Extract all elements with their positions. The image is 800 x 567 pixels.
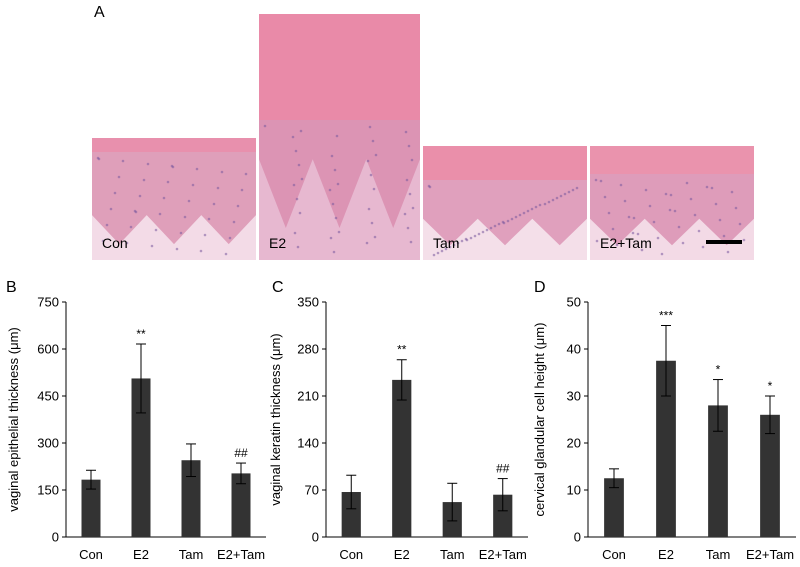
y-tick-label: 350 [297,295,319,310]
histology-image-4: E2+Tam [590,146,754,260]
x-tick-label: Tam [179,547,204,562]
bar-Con [341,492,361,537]
significance-label: *** [659,309,673,323]
bar-E2+Tam [231,473,251,537]
x-tick-label: E2 [133,547,149,562]
histology-label: Con [102,235,128,251]
histology-label: Tam [433,235,459,251]
panel-a-letter: A [94,4,105,21]
x-tick-label: E2+Tam [479,547,527,562]
y-tick-label: 30 [567,389,581,404]
histology-label: E2+Tam [600,235,652,251]
bar-E2 [656,360,676,537]
y-tick-label: 40 [567,342,581,357]
y-tick-label: 600 [37,342,59,357]
x-tick-label: E2+Tam [217,547,265,562]
significance-label: ** [397,343,407,357]
y-tick-label: 450 [37,389,59,404]
histology-image-2: E2 [259,14,420,260]
bar-Tam [708,405,728,537]
y-axis-label: vaginal keratin thickness (μm) [270,333,283,505]
x-tick-label: Con [79,547,103,562]
y-tick-label: 280 [297,342,319,357]
bar-E2+Tam [760,414,780,537]
histology-label: E2 [269,235,286,251]
x-tick-label: E2 [658,547,674,562]
bar-E2 [131,378,151,537]
panel-letter: D [534,279,546,296]
y-tick-label: 150 [37,483,59,498]
scale-bar [706,240,742,244]
y-tick-label: 0 [52,530,59,545]
x-tick-label: Tam [706,547,731,562]
x-tick-label: Tam [440,547,465,562]
y-tick-label: 20 [567,436,581,451]
bar-E2 [392,379,412,537]
y-tick-label: 140 [297,436,319,451]
bar-Tam [181,460,201,537]
histology-image-1: Con [92,138,256,260]
x-tick-label: Con [602,547,626,562]
significance-label: * [768,379,773,393]
bar-E2+Tam [493,494,513,537]
histology-panel: Con E2 Tam E2+Tam [92,14,754,260]
significance-label: ## [496,462,510,476]
x-tick-label: E2 [394,547,410,562]
y-tick-label: 0 [574,530,581,545]
panel-letter: B [6,279,17,296]
y-tick-label: 50 [567,295,581,310]
chart-b: B 0 150 300 450 600 750 vaginal epithelial thic… [6,279,266,562]
y-tick-label: 0 [312,530,319,545]
significance-label: ## [234,446,248,460]
y-tick-label: 300 [37,436,59,451]
histology-image-3: Tam [423,146,587,260]
y-tick-label: 10 [567,483,581,498]
x-tick-label: E2+Tam [746,547,794,562]
y-tick-label: 70 [305,483,319,498]
panel-letter: C [272,279,284,296]
y-tick-label: 210 [297,389,319,404]
y-axis-label: cervical glandular cell height (μm) [532,323,547,517]
x-tick-label: Con [339,547,363,562]
bar-Con [81,479,101,537]
y-axis-label: vaginal epithelial thickness (μm) [6,327,21,512]
y-tick-label: 750 [37,295,59,310]
significance-label: * [716,363,721,377]
bar-Con [604,478,624,537]
significance-label: ** [136,327,146,341]
chart-c: C 0 70 140 210 280 350 vaginal keratin thicknes… [270,279,528,562]
chart-d: D 0 10 20 30 40 50 cervical glandular cell heig… [532,279,796,562]
